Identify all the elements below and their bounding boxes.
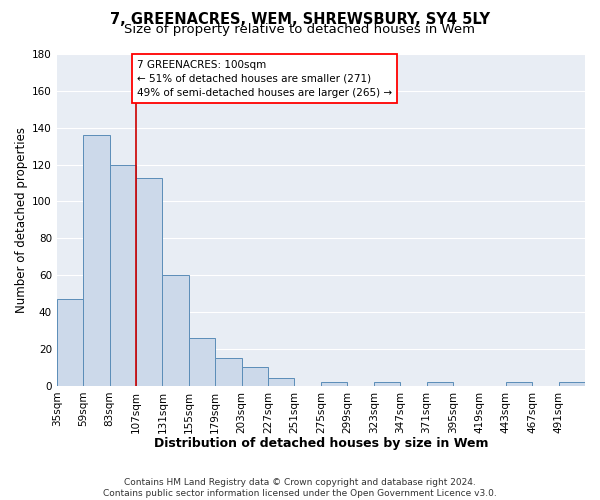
- Text: Size of property relative to detached houses in Wem: Size of property relative to detached ho…: [125, 22, 476, 36]
- Bar: [136, 178, 163, 386]
- Bar: [110, 164, 136, 386]
- Text: Contains HM Land Registry data © Crown copyright and database right 2024.
Contai: Contains HM Land Registry data © Crown c…: [103, 478, 497, 498]
- X-axis label: Distribution of detached houses by size in Wem: Distribution of detached houses by size …: [154, 437, 488, 450]
- Bar: [242, 368, 268, 386]
- Text: 7 GREENACRES: 100sqm
← 51% of detached houses are smaller (271)
49% of semi-deta: 7 GREENACRES: 100sqm ← 51% of detached h…: [137, 60, 392, 98]
- Bar: [215, 358, 242, 386]
- Bar: [163, 275, 189, 386]
- Bar: [559, 382, 585, 386]
- Text: 7, GREENACRES, WEM, SHREWSBURY, SY4 5LY: 7, GREENACRES, WEM, SHREWSBURY, SY4 5LY: [110, 12, 490, 28]
- Bar: [189, 338, 215, 386]
- Bar: [268, 378, 295, 386]
- Bar: [506, 382, 532, 386]
- Bar: [321, 382, 347, 386]
- Y-axis label: Number of detached properties: Number of detached properties: [15, 127, 28, 313]
- Bar: [83, 135, 110, 386]
- Bar: [427, 382, 453, 386]
- Bar: [374, 382, 400, 386]
- Bar: [57, 299, 83, 386]
